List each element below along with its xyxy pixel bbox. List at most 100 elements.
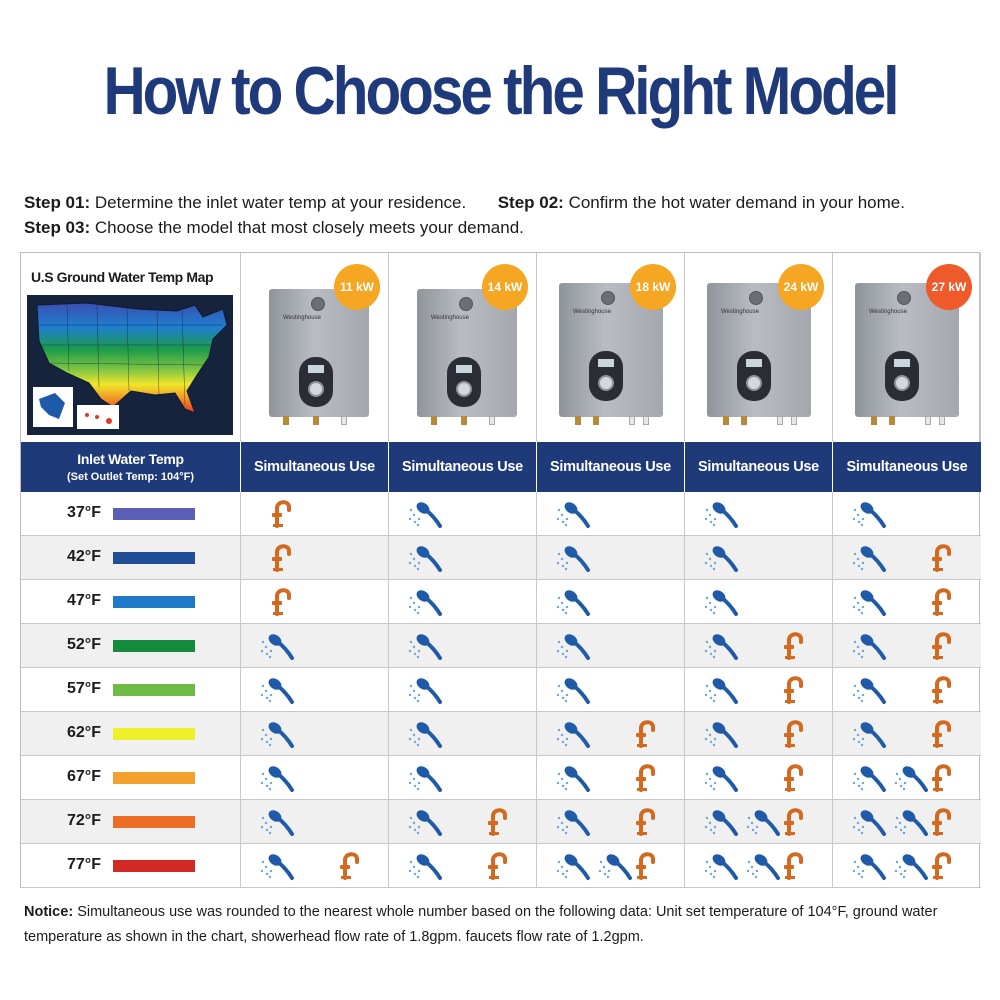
faucet-icon: [269, 498, 295, 528]
simultaneous-use-cell: [537, 800, 685, 844]
showerhead-icon: [407, 632, 445, 660]
showerhead-icon: [555, 720, 593, 748]
simultaneous-use-cell: [833, 668, 981, 712]
simultaneous-use-cell: [241, 756, 389, 800]
showerhead-icon: [893, 852, 931, 880]
pipe-fitting: [939, 416, 945, 425]
showerhead-icon: [893, 764, 931, 792]
showerhead-icon: [407, 544, 445, 572]
control-panel: [737, 351, 771, 401]
temp-color-bar: [113, 728, 195, 740]
showerhead-icon: [703, 720, 741, 748]
showerhead-icon: [851, 852, 889, 880]
brand-logo-icon: [749, 291, 763, 305]
pipe-fitting: [777, 416, 783, 425]
showerhead-icon: [851, 632, 889, 660]
pipe-fitting: [741, 416, 747, 425]
showerhead-icon: [745, 852, 783, 880]
showerhead-icon: [745, 808, 783, 836]
temp-color-bar: [113, 816, 195, 828]
faucet-icon: [929, 850, 955, 880]
showerhead-icon: [259, 764, 297, 792]
faucet-icon: [781, 718, 807, 748]
map-title: U.S Ground Water Temp Map: [31, 269, 214, 285]
showerhead-icon: [555, 588, 593, 616]
showerhead-icon: [851, 808, 889, 836]
temp-row-label: 37°F: [21, 492, 241, 536]
faucet-icon: [929, 586, 955, 616]
control-panel: [447, 357, 481, 407]
simultaneous-use-cell: [389, 580, 537, 624]
pipe-fitting: [871, 416, 877, 425]
inlet-temp-value: 77°F: [67, 856, 101, 873]
pipe-fitting: [629, 416, 635, 425]
temp-color-bar: [113, 508, 195, 520]
faucet-icon: [337, 850, 363, 880]
brand-name: Westinghouse: [431, 315, 469, 321]
showerhead-icon: [851, 588, 889, 616]
pipe-fitting: [723, 416, 729, 425]
notice-footnote: Notice: Simultaneous use was rounded to …: [24, 900, 974, 950]
brand-name: Westinghouse: [721, 309, 759, 315]
faucet-icon: [633, 850, 659, 880]
simultaneous-use-header: Simultaneous Use: [833, 442, 981, 492]
outlet-temp-note: (Set Outlet Temp: 104°F): [66, 471, 195, 483]
faucet-icon: [781, 674, 807, 704]
temp-color-bar: [113, 640, 195, 652]
faucet-icon: [929, 762, 955, 792]
pipe-fitting: [313, 416, 319, 425]
brand-logo-icon: [897, 291, 911, 305]
simultaneous-use-cell: [833, 580, 981, 624]
simultaneous-use-header: Simultaneous Use: [685, 442, 833, 492]
inlet-temp-value: 67°F: [67, 768, 101, 785]
simultaneous-use-cell: [833, 536, 981, 580]
step-2-text: Confirm the hot water demand in your hom…: [568, 193, 905, 212]
display-screen: [598, 359, 614, 367]
temp-row-label: 47°F: [21, 580, 241, 624]
simultaneous-use-cell: [685, 536, 833, 580]
notice-text: Simultaneous use was rounded to the near…: [24, 904, 938, 945]
showerhead-icon: [703, 676, 741, 704]
simultaneous-use-cell: [685, 580, 833, 624]
simultaneous-use-cell: [389, 756, 537, 800]
showerhead-icon: [555, 676, 593, 704]
simultaneous-use-cell: [833, 492, 981, 536]
step-3-text: Choose the model that most closely meets…: [94, 218, 524, 237]
control-knob: [746, 375, 762, 391]
faucet-icon: [485, 850, 511, 880]
showerhead-icon: [555, 500, 593, 528]
showerhead-icon: [259, 720, 297, 748]
showerhead-icon: [703, 632, 741, 660]
pipe-fitting: [283, 416, 289, 425]
simultaneous-use-cell: [685, 712, 833, 756]
showerhead-icon: [407, 588, 445, 616]
showerhead-icon: [703, 500, 741, 528]
simultaneous-use-cell: [685, 624, 833, 668]
faucet-icon: [633, 718, 659, 748]
simultaneous-use-cell: [537, 624, 685, 668]
pipe-fitting: [461, 416, 467, 425]
simultaneous-use-cell: [241, 668, 389, 712]
showerhead-icon: [851, 544, 889, 572]
control-knob: [456, 381, 472, 397]
simultaneous-use-cell: [389, 536, 537, 580]
brand-logo-icon: [459, 297, 473, 311]
simultaneous-use-cell: [537, 756, 685, 800]
control-panel: [299, 357, 333, 407]
power-rating-badge: 18 kW: [630, 264, 676, 310]
pipe-fitting: [593, 416, 599, 425]
simultaneous-use-cell: [389, 712, 537, 756]
inlet-temp-value: 72°F: [67, 812, 101, 829]
simultaneous-use-cell: [241, 580, 389, 624]
inlet-temp-value: 47°F: [67, 592, 101, 609]
inlet-temp-title: Inlet Water Temp: [77, 451, 184, 467]
showerhead-icon: [407, 852, 445, 880]
temp-color-bar: [113, 772, 195, 784]
inlet-temp-header: Inlet Water Temp (Set Outlet Temp: 104°F): [21, 442, 241, 492]
faucet-icon: [781, 850, 807, 880]
temp-row-label: 57°F: [21, 668, 241, 712]
power-rating-badge: 24 kW: [778, 264, 824, 310]
water-heater-image: Westinghouse: [417, 289, 517, 425]
faucet-icon: [633, 806, 659, 836]
faucet-icon: [269, 542, 295, 572]
